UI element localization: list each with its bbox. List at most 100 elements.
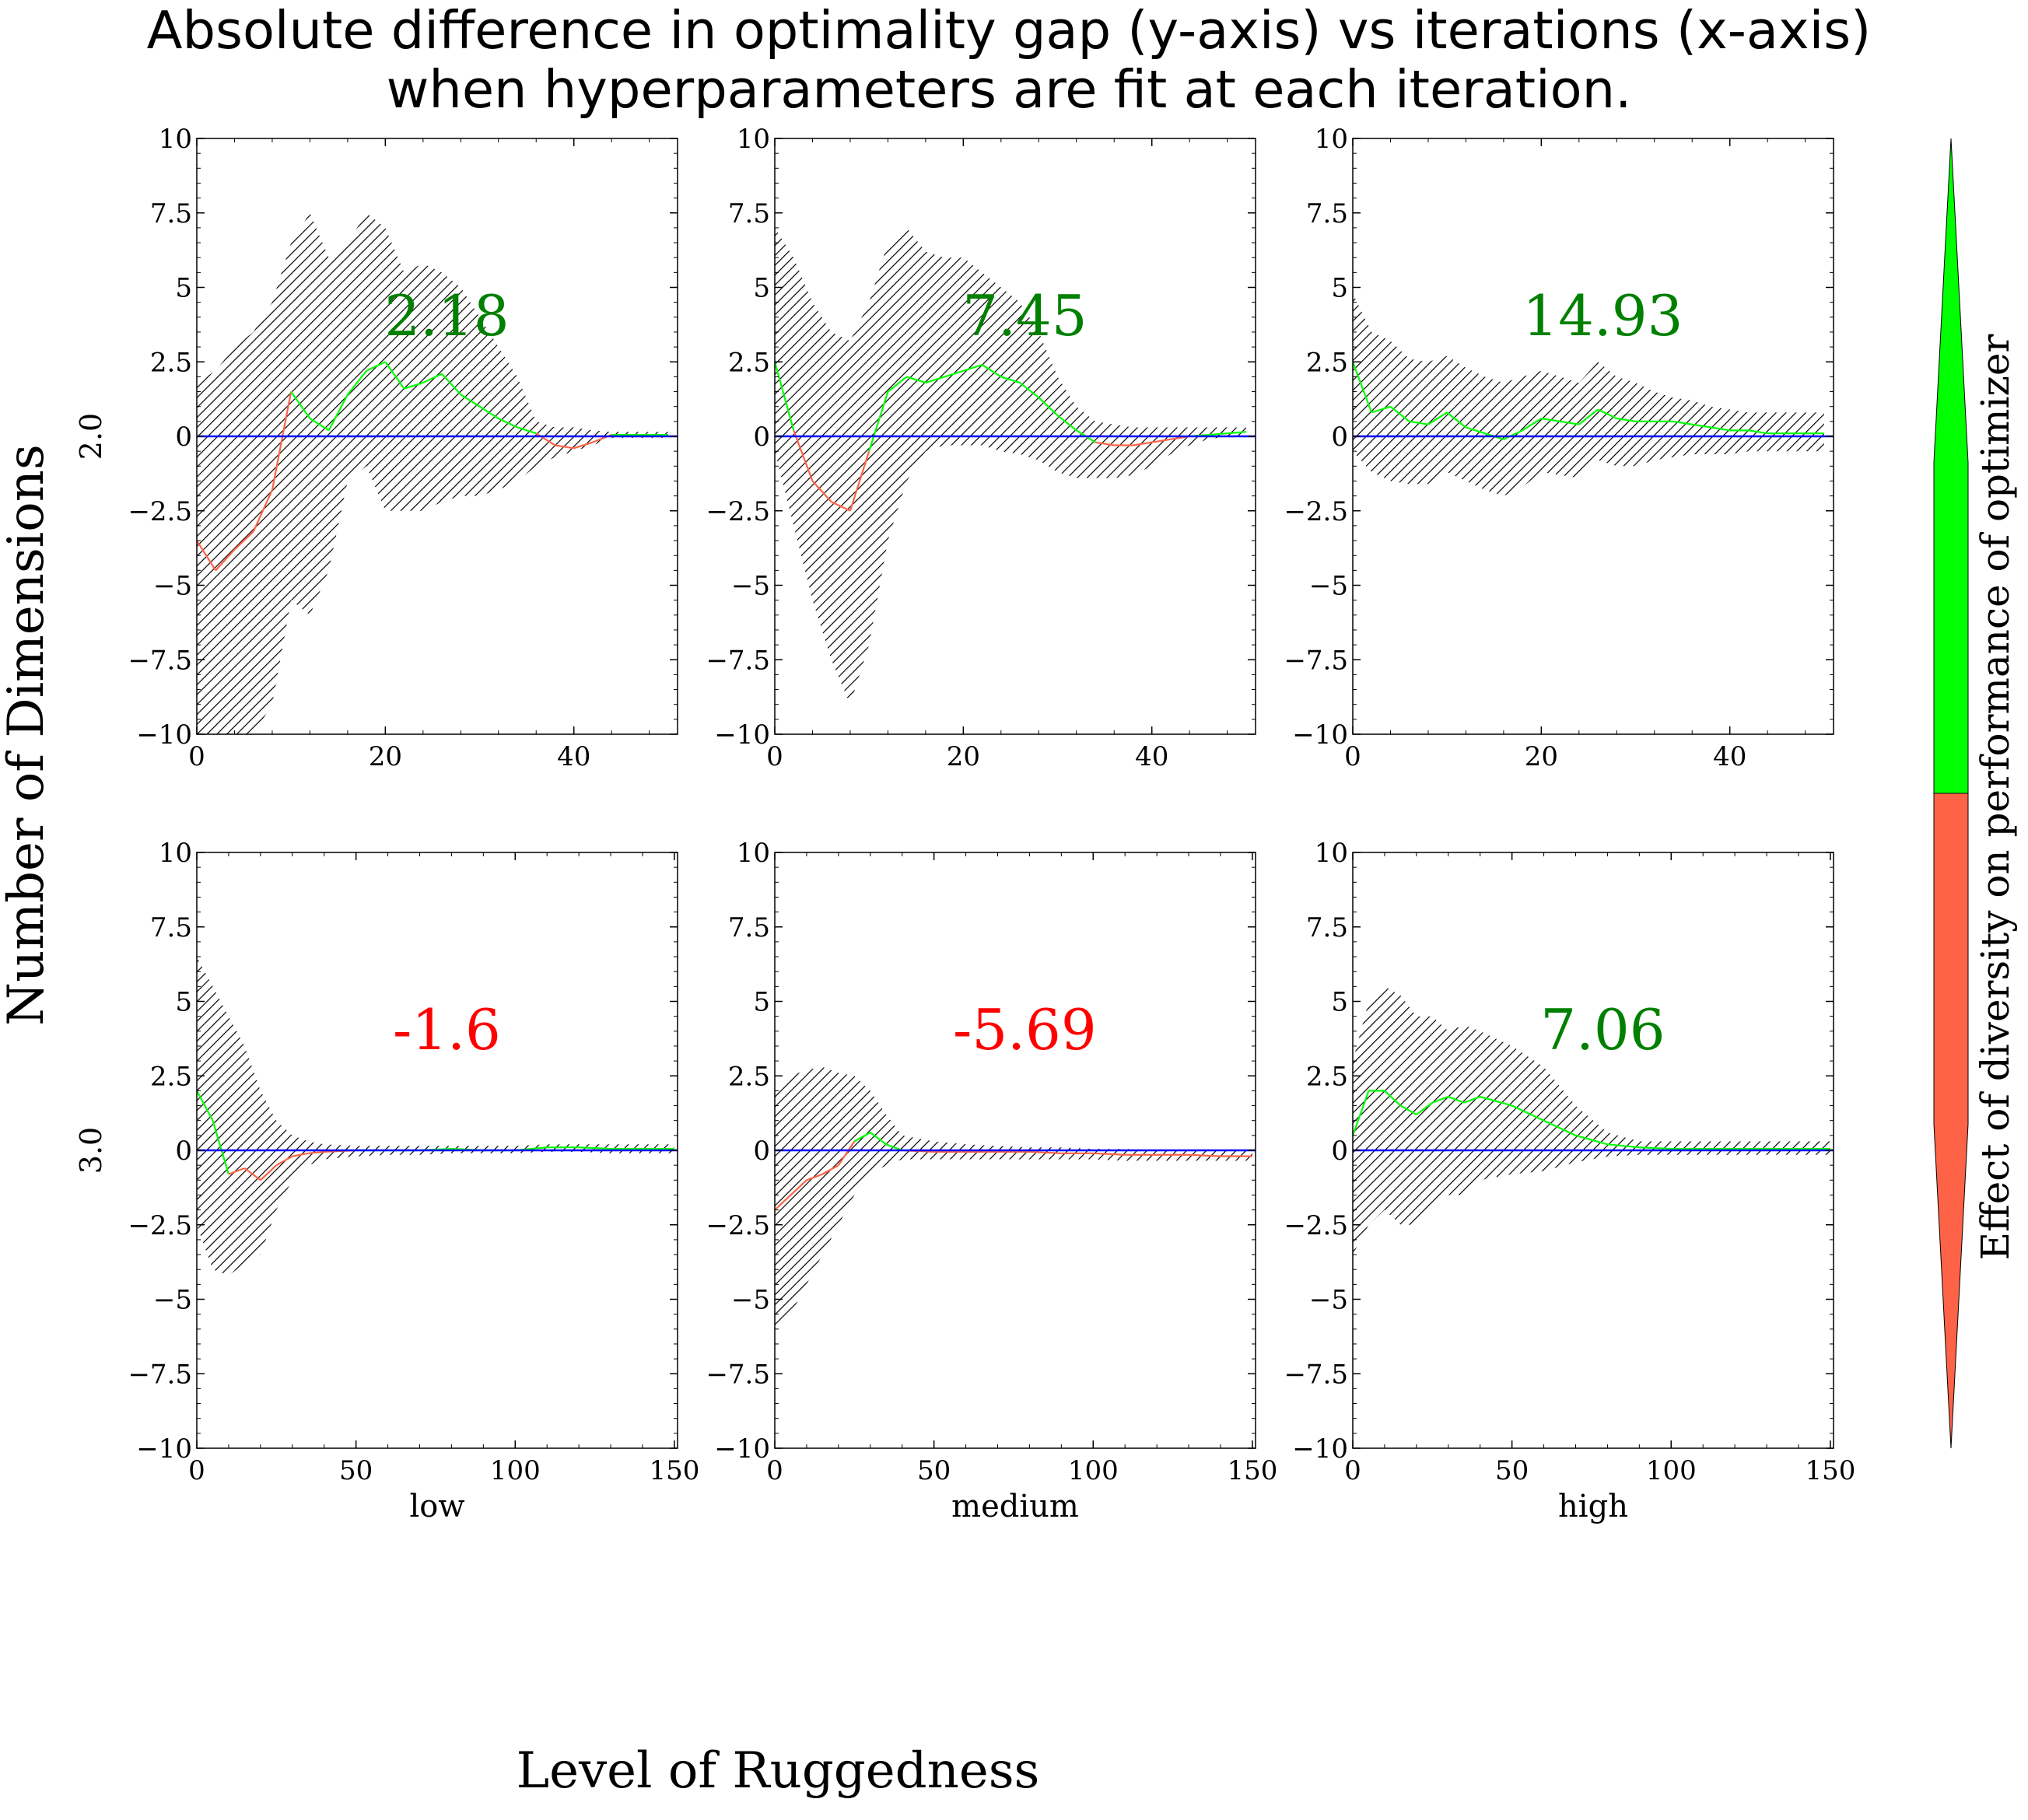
- mean-line-segment: [1616, 417, 1636, 422]
- x-tick-label: 150: [1227, 1455, 1277, 1486]
- mean-line-segment: [982, 364, 1002, 378]
- col-axis-label: Level of Ruggedness: [517, 1742, 1040, 1800]
- mean-line-segment: [790, 1179, 807, 1196]
- y-tick-label: −2.5: [1284, 1210, 1348, 1241]
- y-tick-label: −5: [731, 1285, 770, 1316]
- column-label: high: [1558, 1489, 1628, 1524]
- figure-title-line-1: Absolute difference in optimality gap (y…: [147, 0, 1872, 61]
- x-tick-label: 50: [1495, 1455, 1529, 1486]
- mean-line-segment: [1448, 1096, 1465, 1104]
- y-tick-label: −2.5: [706, 496, 770, 527]
- mean-line-segment: [228, 1167, 245, 1175]
- y-tick-label: 5: [1331, 273, 1348, 304]
- y-tick-label: −5: [731, 571, 770, 602]
- mean-line-segment: [1463, 1096, 1481, 1104]
- mean-line-segment: [944, 369, 964, 378]
- mean-line-segment: [1639, 1146, 1672, 1150]
- y-tick-label: −5: [153, 1285, 192, 1316]
- mean-line-segment: [1056, 415, 1077, 432]
- mean-line-segment: [422, 373, 443, 384]
- y-tick-label: 2.5: [728, 1061, 770, 1092]
- mean-line-segment: [260, 1164, 278, 1181]
- plot-area: [1353, 293, 1834, 496]
- mean-line-segment: [831, 501, 851, 512]
- uncertainty-band: [197, 212, 668, 734]
- mean-line-segment: [853, 1132, 871, 1143]
- mean-line-segment: [806, 1173, 823, 1181]
- colorbar: Effect of diversity on performance of op…: [1933, 138, 2018, 1449]
- mean-line-segment: [1466, 426, 1485, 435]
- mean-line-segment: [197, 540, 217, 571]
- mean-line-segment: [271, 391, 292, 491]
- x-tick-label: 0: [766, 1455, 783, 1486]
- y-tick-label: −10: [136, 719, 192, 751]
- mean-line-segment: [885, 1143, 903, 1152]
- subplot-low-3.0: 0 50 100 150 −10 −7.5 −5 −2.5 0 2.5 5 7.5 10 -1.6: [128, 838, 699, 1486]
- x-tick-label: 20: [369, 741, 402, 772]
- y-tick-label: −5: [1309, 1285, 1348, 1316]
- mean-line-segment: [1384, 1090, 1402, 1107]
- y-tick-label: 10: [159, 124, 192, 155]
- x-tick-label: 20: [1525, 741, 1558, 772]
- y-tick-label: 5: [175, 987, 192, 1018]
- mean-line-segment: [1029, 1150, 1062, 1154]
- figure-title-line-2: when hyperparameters are fit at each ite…: [387, 59, 1632, 120]
- y-tick-label: 2.5: [728, 347, 770, 378]
- y-tick-label: −7.5: [1284, 645, 1348, 676]
- subplot-medium-3.0: 0 50 100 150 −10 −7.5 −5 −2.5 0 2.5 5 7.5 10 -5.69: [706, 838, 1277, 1486]
- y-tick-label: 5: [753, 273, 770, 304]
- plot-area: [197, 212, 678, 734]
- y-tick-label: −10: [1292, 719, 1348, 751]
- column-label: low: [409, 1489, 464, 1524]
- y-tick-label: 0: [1331, 1136, 1348, 1167]
- subplot-medium-2.0: 0 20 40 −10 −7.5 −5 −2.5 0 2.5 5 7.5 10 7.45: [706, 124, 1256, 772]
- uncertainty-band: [197, 957, 674, 1276]
- mean-line-segment: [1607, 1143, 1640, 1149]
- x-tick-label: 0: [1344, 1455, 1361, 1486]
- mean-line-segment: [775, 361, 795, 431]
- row-label: 3.0: [74, 1127, 108, 1174]
- y-tick-label: −2.5: [706, 1210, 770, 1241]
- mean-line-segment: [1692, 423, 1711, 429]
- y-tick-label: −2.5: [128, 496, 192, 527]
- y-tick-label: −5: [1309, 571, 1348, 602]
- mean-line-segment: [1711, 426, 1730, 432]
- mean-line-segment: [441, 373, 462, 396]
- y-tick-label: 0: [175, 422, 192, 453]
- mean-line-segment: [1578, 408, 1599, 425]
- y-tick-label: 10: [159, 838, 192, 869]
- y-tick-label: −10: [136, 1433, 192, 1465]
- y-tick-label: −10: [714, 719, 770, 751]
- mean-line-segment: [290, 390, 311, 419]
- uncertainty-band: [775, 1066, 1252, 1329]
- y-tick-label: 0: [753, 1136, 770, 1167]
- uncertainty-band: [1353, 293, 1824, 496]
- x-tick-label: 50: [917, 1455, 951, 1486]
- y-tick-label: 2.5: [150, 347, 192, 378]
- mean-line-segment: [811, 480, 832, 502]
- mean-line-segment: [1503, 429, 1523, 440]
- mean-line-segment: [243, 1167, 261, 1181]
- uncertainty-band: [1353, 986, 1830, 1255]
- mean-line-segment: [1672, 420, 1693, 425]
- mean-line-segment: [573, 441, 594, 450]
- y-tick-label: 2.5: [150, 1061, 192, 1092]
- mean-line-segment: [1541, 417, 1560, 422]
- mean-line-segment: [517, 426, 537, 435]
- y-tick-label: −7.5: [128, 1359, 192, 1390]
- subplot-high-3.0: 0 50 100 150 −10 −7.5 −5 −2.5 0 2.5 5 7.5 10 7.06: [1284, 838, 1855, 1486]
- plot-area: [197, 957, 678, 1276]
- mean-line-segment: [1511, 1104, 1545, 1122]
- mean-line-segment: [793, 429, 814, 481]
- mean-line-segment: [1522, 418, 1542, 432]
- mean-line-segment: [1095, 441, 1115, 446]
- column-label: medium: [951, 1489, 1079, 1524]
- x-tick-label: 100: [1068, 1455, 1119, 1486]
- x-tick-label: 100: [490, 1455, 541, 1486]
- effect-value-label: 7.45: [962, 283, 1087, 348]
- plot-area: [1353, 986, 1834, 1255]
- x-tick-label: 150: [1805, 1455, 1855, 1486]
- mean-line-segment: [309, 418, 330, 432]
- x-tick-label: 0: [188, 1455, 205, 1486]
